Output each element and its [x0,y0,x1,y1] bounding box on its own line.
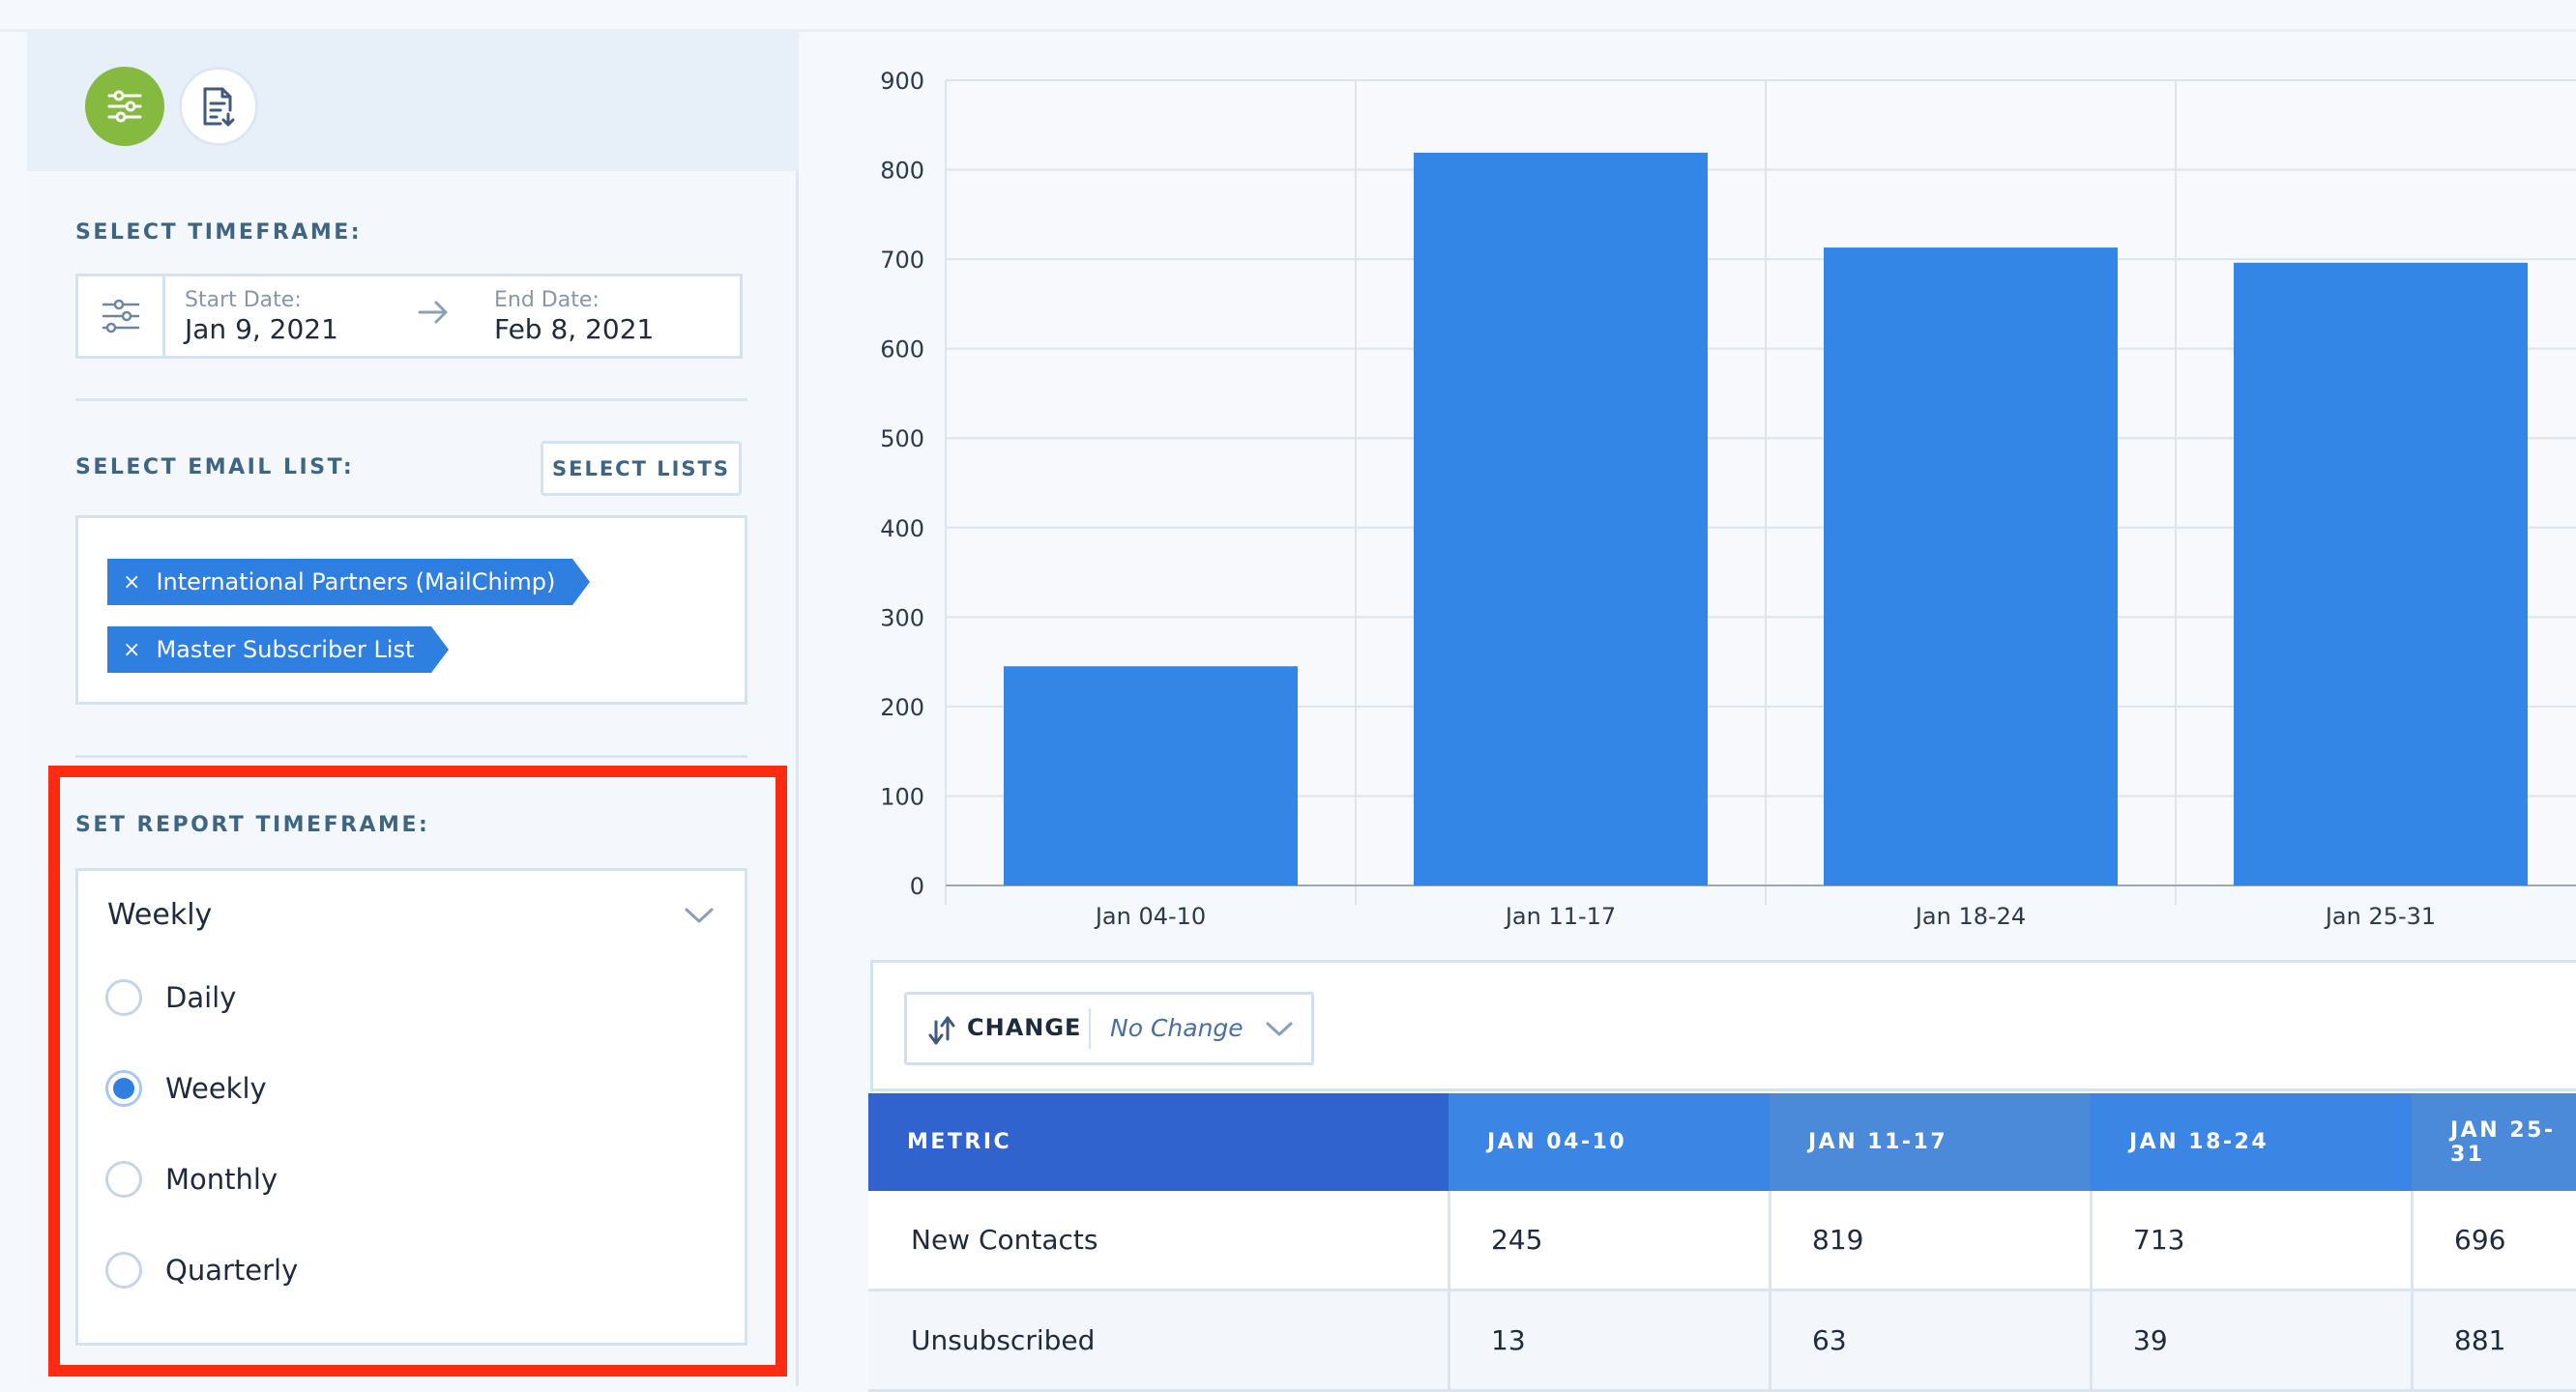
table-cell: Unsubscribed [868,1291,1450,1389]
email-list-label: SELECT EMAIL LIST: [75,455,355,479]
y-tick-label: 400 [880,515,924,542]
table-row: Unsubscribed 13 63 39 881 [868,1291,2576,1392]
bar [2234,262,2528,885]
x-tick-label: Jan 04-10 [1094,903,1206,930]
radio-button[interactable] [105,1252,142,1289]
select-lists-button[interactable]: SELECT LISTS [541,441,742,496]
y-tick-label: 700 [880,246,924,274]
radio-option-quarterly[interactable]: Quarterly [105,1252,298,1289]
y-tick-label: 900 [880,68,924,95]
table-cell: 39 [2093,1291,2414,1389]
change-label: CHANGE [967,1014,1082,1041]
y-tick-label: 0 [910,873,924,900]
table-cell: 881 [2454,1324,2506,1356]
arrow-right-icon [418,301,448,324]
column-header[interactable]: JAN 25-31 [2412,1093,2576,1191]
selected-lists-box: × International Partners (MailChimp) × M… [75,515,747,705]
document-download-icon [203,87,235,127]
change-panel: CHANGE No Change [870,960,2576,1091]
column-header[interactable]: JAN 04-10 [1449,1093,1770,1191]
top-border [0,29,2576,32]
radio-button[interactable] [105,979,142,1016]
remove-tag-icon[interactable]: × [123,569,141,594]
end-date-caption: End Date: [494,288,600,312]
x-tick-label: Jan 11-17 [1504,903,1616,930]
column-header[interactable]: JAN 18-24 [2091,1093,2412,1191]
x-tick-label: Jan 18-24 [1914,903,2026,930]
y-tick-label: 600 [880,336,924,363]
sliders-icon [107,90,142,123]
end-date-value[interactable]: Feb 8, 2021 [494,313,655,345]
change-value: No Change [1110,1014,1244,1042]
table-cell: 713 [2093,1191,2414,1289]
radio-label: Quarterly [165,1254,299,1287]
bar-chart: 0 100 200 300 400 500 600 700 800 900 Jan 04-10 Jan… [880,68,2576,930]
list-tag: × Master Subscriber List [107,626,450,673]
remove-tag-icon[interactable]: × [123,637,141,662]
start-date-value[interactable]: Jan 9, 2021 [185,313,338,345]
filter-sidebar: SELECT TIMEFRAME: Start Date: Jan 9, 202… [27,32,799,1386]
divider [75,398,747,401]
sort-arrows-icon [928,1016,955,1045]
report-timeframe-dropdown: Weekly Daily Weekly Monthly Quarterly [75,868,747,1346]
radio-option-monthly[interactable]: Monthly [105,1161,278,1198]
report-timeframe-label: SET REPORT TIMEFRAME: [75,813,430,837]
table-cell: 245 [1450,1191,1771,1289]
y-tick-label: 500 [880,425,924,452]
chevron-down-icon[interactable] [683,905,716,926]
radio-button[interactable] [105,1161,142,1198]
bar [1414,152,1708,886]
table-cell: 13 [1450,1291,1771,1389]
column-header[interactable]: JAN 11-17 [1770,1093,2091,1191]
start-date-caption: Start Date: [185,288,302,312]
export-button[interactable] [179,67,258,146]
table-row: New Contacts 245 819 713 696 [868,1191,2576,1291]
date-range-picker[interactable]: Start Date: Jan 9, 2021 End Date: Feb 8,… [75,274,743,359]
chart-panel: 0 100 200 300 400 500 600 700 800 900 Jan 04-10 Jan… [799,32,2576,960]
change-dropdown[interactable]: CHANGE No Change [904,992,1314,1065]
highlight-box [48,766,787,1377]
radio-label: Monthly [165,1163,278,1196]
bar [1824,247,2118,886]
radio-label: Daily [165,981,237,1014]
filters-button[interactable] [85,67,164,146]
radio-option-daily[interactable]: Daily [105,979,236,1016]
table-header: METRIC JAN 04-10 JAN 11-17 JAN 18-24 JAN… [868,1093,2576,1191]
list-tag-label: International Partners (MailChimp) [156,568,556,595]
y-tick-label: 800 [880,158,924,185]
table-cell: New Contacts [868,1191,1450,1289]
divider [75,755,747,758]
y-tick-label: 200 [880,694,924,721]
y-tick-label: 300 [880,604,924,631]
y-tick-label: 100 [880,783,924,810]
chevron-down-icon [1266,1022,1293,1036]
list-tag-label: Master Subscriber List [156,636,415,663]
report-timeframe-selected[interactable]: Weekly [107,898,213,932]
date-filter-toggle[interactable] [78,276,165,356]
bar [1004,666,1298,885]
timeframe-label: SELECT TIMEFRAME: [75,220,363,245]
radio-option-weekly[interactable]: Weekly [105,1070,267,1107]
radio-button-selected[interactable] [105,1070,142,1107]
x-tick-label: Jan 25-31 [2324,903,2436,930]
sliders-icon [102,299,139,334]
table-cell: 63 [1771,1291,2093,1389]
table-cell: 696 [2454,1224,2506,1256]
column-header[interactable]: METRIC [868,1093,1449,1191]
table-cell: 819 [1771,1191,2093,1289]
radio-label: Weekly [165,1072,267,1105]
list-tag: × International Partners (MailChimp) [107,559,591,605]
sidebar-toolbar [27,32,799,171]
change-separator [1089,1008,1091,1049]
